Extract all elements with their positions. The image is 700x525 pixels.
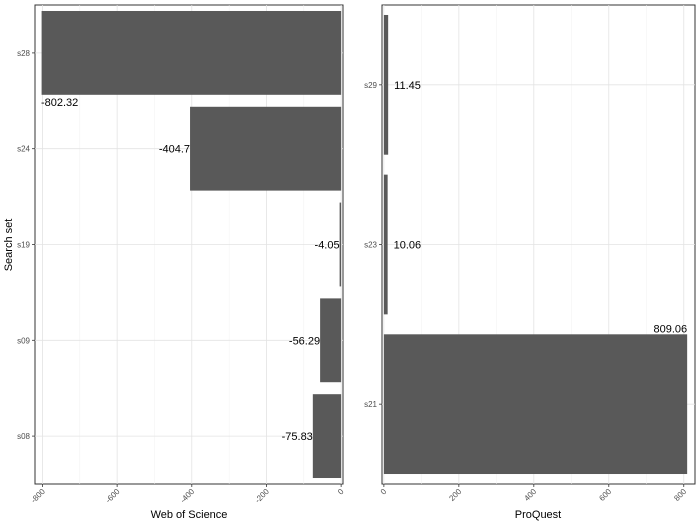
- x-tick-label: 800: [672, 487, 688, 503]
- value-label-s29: 11.45: [394, 80, 421, 92]
- y-tick-label-s29: s29: [364, 81, 377, 90]
- value-label-s09: -56.29: [289, 335, 320, 347]
- panel-left-bars: [41, 10, 342, 479]
- bar-s08: [312, 394, 342, 479]
- bar-s23: [383, 174, 388, 315]
- x-tick-label: 600: [597, 487, 613, 503]
- panel-left-x-axis-title: Web of Science: [151, 509, 228, 521]
- x-tick-label: -800: [29, 487, 47, 505]
- x-tick-label: 0: [379, 487, 389, 497]
- panel-right-bars: [383, 14, 688, 475]
- y-tick-label-s21: s21: [364, 400, 377, 409]
- x-tick-label: 0: [336, 487, 346, 497]
- panel-left-value-labels: -802.32 -404.7 -4.05 -56.29 -75.83: [41, 97, 340, 443]
- x-tick-label: 200: [447, 487, 463, 503]
- value-label-s21: 809.06: [653, 323, 687, 335]
- panel-right-x-axis-title: ProQuest: [515, 509, 561, 521]
- y-tick-label-s28: s28: [17, 49, 30, 58]
- value-label-s08: -75.83: [282, 431, 313, 443]
- bar-s21: [383, 334, 688, 475]
- bar-s29: [383, 14, 389, 155]
- x-tick-label: -400: [179, 487, 197, 505]
- value-label-s28: -802.32: [41, 97, 78, 109]
- y-tick-label-s24: s24: [17, 145, 30, 154]
- x-tick-label: -600: [104, 487, 122, 505]
- y-tick-label-s19: s19: [17, 241, 30, 250]
- chart-web-of-science: -802.32 -404.7 -4.05 -56.29 -75.83 s28 s24 s19…: [3, 4, 346, 521]
- value-label-s19: -4.05: [315, 240, 340, 252]
- y-tick-label-s09: s09: [17, 336, 30, 345]
- x-tick-label: -200: [253, 487, 271, 505]
- bar-s19: [339, 202, 342, 287]
- panel-right-value-labels: 11.45 10.06 809.06: [394, 80, 688, 335]
- x-tick-label: 400: [522, 487, 538, 503]
- panel-right-x-ticks: 0 200 400 600 800: [379, 484, 689, 503]
- panel-left-y-ticks: s28 s24 s19 s09 s08: [17, 49, 35, 441]
- value-label-s23: 10.06: [394, 240, 422, 252]
- panel-left-x-ticks: -800 -600 -400 -200 0: [29, 484, 346, 505]
- y-tick-label-s23: s23: [364, 241, 377, 250]
- value-label-s24: -404.7: [159, 144, 190, 156]
- bar-s09: [320, 298, 342, 383]
- bar-s28: [41, 10, 342, 95]
- panel-right-y-ticks: s29 s23 s21: [364, 81, 382, 409]
- y-tick-label-s08: s08: [17, 432, 30, 441]
- bar-s24: [190, 106, 342, 191]
- chart-proquest: 11.45 10.06 809.06 s29 s23 s21 0 200 400 600 800…: [364, 4, 696, 521]
- panel-left-y-axis-title: Search set: [3, 219, 15, 272]
